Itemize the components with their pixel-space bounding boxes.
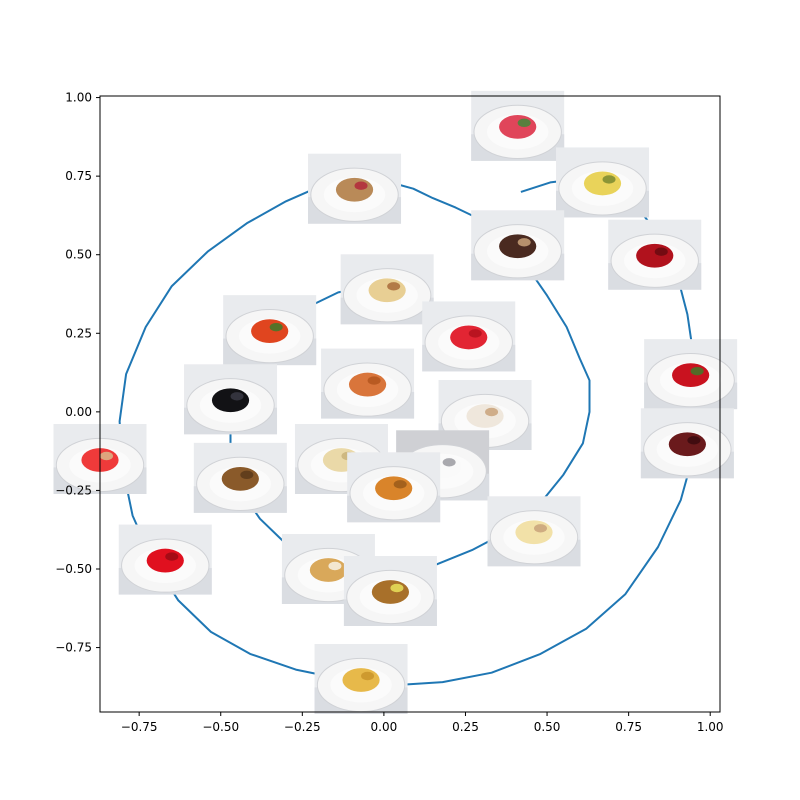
- y-axis-ticks: 1.00 0.75 0.50 0.25 0.00 −0.25 −0.50 −0.75: [55, 91, 100, 655]
- food-item: [146, 548, 184, 573]
- food-detail: [485, 407, 499, 417]
- x-tick-label: −0.25: [284, 720, 321, 734]
- food-thumbnail-strawberries: [644, 339, 738, 410]
- x-tick-label: 0.25: [452, 720, 479, 734]
- food-detail: [517, 238, 531, 247]
- thumbnail-layer: [53, 90, 738, 714]
- food-thumbnail-watermelon: [471, 90, 565, 161]
- y-tick-label: 0.50: [65, 248, 92, 262]
- plot-frame: [99, 95, 721, 713]
- x-tick-label: 1.00: [697, 720, 724, 734]
- food-detail: [367, 376, 381, 385]
- food-detail: [442, 458, 456, 467]
- y-tick-label: 1.00: [65, 91, 92, 105]
- y-tick-label: −0.50: [55, 562, 92, 576]
- food-detail: [687, 436, 701, 445]
- y-tick-label: 0.25: [65, 326, 92, 340]
- y-tick-label: −0.75: [55, 641, 92, 655]
- food-item: [348, 372, 387, 397]
- x-tick-label: −0.50: [202, 720, 239, 734]
- food-item: [251, 319, 289, 344]
- food-detail: [230, 392, 244, 401]
- food-item: [668, 432, 706, 457]
- food-detail: [393, 480, 407, 489]
- food-detail: [390, 583, 404, 593]
- food-detail: [361, 671, 375, 681]
- food-thumbnail-cherry-pie: [308, 153, 402, 224]
- food-thumbnail-lemon-tart: [343, 556, 437, 626]
- food-item: [466, 404, 504, 428]
- food-thumbnail-tomato: [223, 295, 317, 366]
- food-item: [583, 171, 622, 196]
- x-axis-ticks: −0.75 −0.50 −0.25 0.00 0.25 0.50 0.75 1.00: [121, 712, 724, 734]
- food-item: [342, 668, 380, 692]
- y-tick-label: 0.75: [65, 169, 92, 183]
- food-item: [309, 558, 348, 582]
- food-item: [672, 363, 710, 388]
- food-thumbnail-fried-chicken: [347, 452, 441, 523]
- food-thumbnail-red-apple: [608, 219, 702, 290]
- food-item: [499, 234, 537, 259]
- x-tick-label: 0.50: [534, 720, 561, 734]
- food-thumbnail-red-jello: [118, 524, 212, 595]
- food-detail: [517, 118, 531, 128]
- food-item: [368, 278, 406, 303]
- food-thumbnail-red-gummies: [422, 301, 516, 372]
- food-item: [221, 466, 259, 491]
- food-detail: [269, 322, 283, 332]
- food-detail: [654, 247, 668, 256]
- food-detail: [534, 524, 548, 533]
- food-item: [636, 243, 674, 268]
- food-thumbnail-popsicles: [53, 424, 147, 494]
- food-detail: [165, 552, 179, 561]
- food-item: [371, 580, 410, 604]
- food-detail: [602, 175, 616, 184]
- food-thumbnail-black-olives: [184, 364, 278, 435]
- x-tick-label: −0.75: [121, 720, 158, 734]
- food-thumbnail-penne-pasta: [321, 348, 415, 419]
- x-tick-label: 0.00: [371, 720, 398, 734]
- y-tick-label: 0.00: [65, 405, 92, 419]
- food-item: [211, 388, 250, 413]
- food-item: [450, 325, 488, 350]
- food-thumbnail-muffin: [193, 442, 287, 513]
- food-thumbnail-cheesecake: [487, 496, 581, 567]
- y-tick-label: −0.25: [55, 483, 92, 497]
- food-detail: [100, 451, 114, 461]
- food-detail: [354, 181, 368, 190]
- food-thumbnail-pineapple: [556, 147, 650, 218]
- food-thumbnail-pound-cake: [340, 254, 434, 325]
- food-detail: [690, 366, 704, 376]
- food-item: [499, 114, 537, 139]
- food-item: [515, 520, 553, 545]
- x-tick-label: 0.75: [615, 720, 642, 734]
- food-thumbnail-pudding-cup: [471, 210, 565, 281]
- food-detail: [240, 470, 254, 480]
- food-item: [375, 476, 413, 501]
- food-thumbnail-applesauce: [314, 644, 408, 714]
- food-thumbnail-red-grapes: [640, 408, 734, 479]
- food-detail: [328, 561, 342, 571]
- food-detail: [387, 282, 401, 291]
- food-item: [335, 177, 374, 202]
- food-detail: [468, 329, 482, 338]
